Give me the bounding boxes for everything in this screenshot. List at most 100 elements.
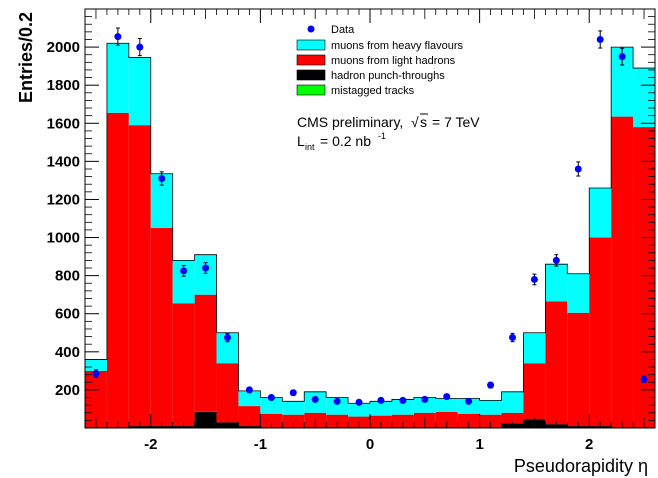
data-point-0 (92, 370, 100, 378)
annotation-lumi-value: = 0.2 nb (320, 133, 371, 149)
y-axis-title: Entries/0.2 (16, 12, 36, 103)
bar-muons-from-heavy-flavours-20 (523, 332, 546, 364)
data-point-21 (552, 256, 560, 264)
bar-muons-from-heavy-flavours-12 (348, 403, 370, 417)
bar-muons-from-heavy-flavours-7 (238, 390, 261, 407)
bar-muons-from-light-hadrons-1 (106, 112, 129, 428)
cms-annotation: CMS preliminary, √ s = 7 TeV L int = 0.2… (297, 113, 480, 152)
bar-muons-from-light-hadrons-18 (479, 414, 502, 428)
legend-swatch-heavy-flavours (296, 39, 326, 51)
bar-muons-from-light-hadrons-8 (260, 413, 283, 428)
bar-muons-from-light-hadrons-21 (545, 301, 568, 425)
bar-muons-from-heavy-flavours-0 (85, 359, 107, 371)
bar-muons-from-heavy-flavours-1 (106, 43, 129, 113)
bar-muons-from-light-hadrons-7 (238, 406, 261, 427)
bar-muons-from-light-hadrons-19 (501, 412, 524, 424)
bar-muons-from-light-hadrons-12 (348, 416, 370, 428)
bar-muons-from-light-hadrons-4 (172, 303, 195, 427)
data-point-5 (202, 264, 210, 272)
data-point-18 (487, 381, 495, 389)
legend-swatch-punch-throughs (296, 69, 326, 81)
legend-label-data: Data (331, 24, 355, 36)
y-tick-label-7: 1600 (47, 115, 80, 132)
data-point-25 (640, 375, 648, 383)
bar-muons-from-light-hadrons-17 (457, 413, 480, 428)
data-point-9 (289, 389, 297, 397)
bar-muons-from-heavy-flavours-18 (479, 400, 502, 415)
x-axis-title: Pseudorapidity η (514, 456, 648, 476)
bar-muons-from-light-hadrons-16 (435, 411, 458, 428)
bar-muons-from-light-hadrons-6 (216, 363, 239, 423)
bar-muons-from-heavy-flavours-9 (282, 401, 305, 415)
data-point-20 (530, 275, 538, 283)
data-point-11 (333, 397, 341, 405)
data-point-7 (245, 386, 253, 394)
bar-muons-from-heavy-flavours-22 (567, 273, 590, 313)
y-tick-label-2: 600 (55, 306, 80, 323)
data-point-6 (224, 334, 231, 342)
bar-muons-from-light-hadrons-2 (128, 125, 151, 427)
y-tick-label-9: 2000 (47, 39, 80, 56)
bar-muons-from-heavy-flavours-13 (370, 401, 392, 416)
data-point-16 (443, 393, 451, 401)
bar-muons-from-heavy-flavours-11 (326, 397, 349, 415)
annotation-line1: CMS preliminary, (297, 114, 403, 130)
sqrt-symbol: √ (411, 114, 419, 130)
bar-muons-from-light-hadrons-13 (370, 415, 392, 428)
y-tick-label-1: 400 (55, 344, 80, 361)
bar-muons-from-heavy-flavours-17 (457, 398, 480, 414)
bar-muons-from-heavy-flavours-16 (435, 398, 458, 412)
bar-muons-from-heavy-flavours-14 (391, 399, 414, 415)
data-point-17 (465, 397, 473, 405)
bar-muons-from-light-hadrons-24 (611, 116, 634, 428)
x-tick-label-3: 1 (475, 436, 483, 453)
data-point-23 (596, 35, 604, 43)
x-tick-label-4: 2 (585, 436, 593, 453)
bar-muons-from-heavy-flavours-24 (611, 47, 634, 117)
bar-muons-from-heavy-flavours-6 (216, 332, 239, 364)
stack-outline (84, 42, 656, 428)
annotation-lumi-sub: int (305, 142, 315, 152)
bar-muons-from-light-hadrons-9 (282, 414, 305, 428)
data-point-10 (311, 395, 319, 403)
bar-muons-from-light-hadrons-22 (567, 312, 590, 427)
legend-label-light-hadrons: muons from light hadrons (331, 55, 456, 67)
bar-muons-from-heavy-flavours-3 (150, 173, 173, 229)
annotation-energy: = 7 TeV (432, 114, 480, 130)
bar-muons-from-heavy-flavours-8 (260, 397, 283, 414)
data-point-14 (399, 396, 407, 404)
bar-muons-from-heavy-flavours-23 (589, 188, 612, 238)
annotation-lumi-exp: -1 (378, 131, 386, 141)
y-tick-label-6: 1400 (47, 153, 80, 170)
data-point-13 (377, 396, 385, 404)
data-point-2 (136, 43, 144, 51)
data-point-12 (355, 398, 363, 406)
x-tick-label-2: 0 (366, 436, 374, 453)
legend: Data muons from heavy flavours muons fro… (296, 24, 464, 97)
y-tick-label-4: 1000 (47, 230, 80, 247)
bar-muons-from-heavy-flavours-25 (633, 68, 655, 128)
bar-muons-from-light-hadrons-5 (194, 294, 217, 412)
legend-marker-data (307, 25, 315, 33)
bar-muons-from-light-hadrons-11 (326, 414, 349, 428)
data-point-8 (267, 394, 275, 402)
bar-muons-from-light-hadrons-20 (523, 363, 546, 420)
bar-muons-from-heavy-flavours-19 (501, 391, 524, 413)
data-point-15 (421, 395, 429, 403)
bar-muons-from-light-hadrons-23 (589, 237, 612, 427)
legend-label-heavy-flavours: muons from heavy flavours (331, 40, 464, 52)
x-tick-label-1: -1 (254, 436, 267, 453)
annotation-lumi-prefix: L (297, 133, 305, 149)
y-tick-label-3: 800 (55, 268, 80, 285)
y-tick-label-5: 1200 (47, 191, 80, 208)
axes-layer: 200 400 600 800 1000 1200 1400 1600 1800 2000 -2 -1… (47, 8, 656, 453)
data-point-3 (158, 175, 166, 183)
data-point-19 (509, 334, 516, 342)
legend-label-punch-throughs: hadron punch-throughs (331, 70, 445, 82)
legend-swatch-light-hadrons (296, 54, 326, 66)
bar-muons-from-heavy-flavours-4 (172, 260, 195, 304)
bar-muons-from-heavy-flavours-5 (194, 254, 217, 295)
y-tick-label-8: 1800 (47, 77, 80, 94)
legend-label-mistagged: mistagged tracks (331, 85, 415, 97)
data-points-layer (92, 27, 648, 406)
